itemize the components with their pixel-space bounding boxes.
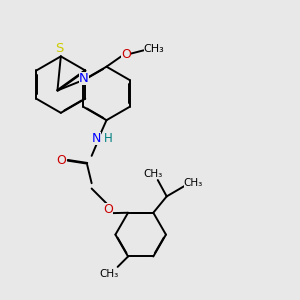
Text: CH₃: CH₃ bbox=[184, 178, 203, 188]
Text: CH₃: CH₃ bbox=[144, 44, 164, 54]
Text: O: O bbox=[56, 154, 66, 167]
Text: H: H bbox=[103, 131, 112, 145]
Text: N: N bbox=[92, 131, 101, 145]
Text: N: N bbox=[79, 72, 89, 85]
Text: CH₃: CH₃ bbox=[99, 269, 118, 279]
Text: O: O bbox=[103, 203, 113, 216]
Text: S: S bbox=[55, 42, 64, 55]
Text: O: O bbox=[121, 48, 131, 61]
Text: CH₃: CH₃ bbox=[144, 169, 163, 179]
